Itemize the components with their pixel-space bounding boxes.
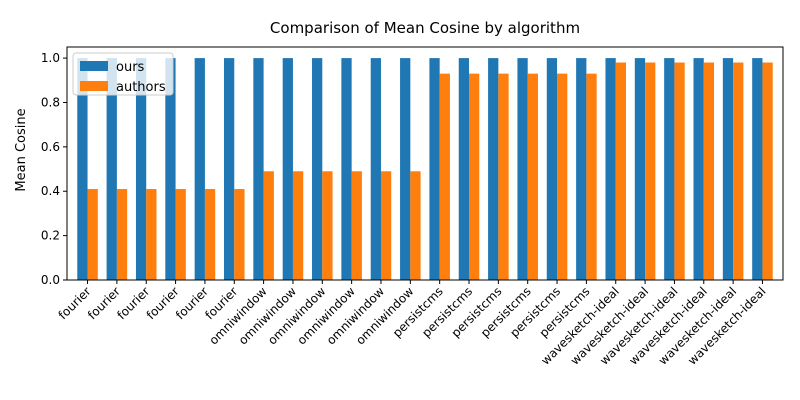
- bar-ours-12: [429, 58, 440, 280]
- bar-ours-13: [458, 58, 470, 280]
- bar-ours-5: [223, 58, 235, 280]
- bar-authors-2: [146, 189, 157, 280]
- bar-ours-18: [605, 58, 616, 280]
- bar-authors-12: [439, 73, 450, 280]
- bar-authors-0: [87, 189, 98, 280]
- y-tick-label: 1.0: [41, 51, 60, 65]
- bar-authors-14: [498, 73, 509, 280]
- y-tick-label: 0.6: [41, 140, 60, 154]
- bar-ours-0: [77, 58, 88, 280]
- bar-authors-17: [586, 73, 597, 280]
- bar-ours-22: [722, 58, 734, 280]
- bar-ours-14: [488, 58, 499, 280]
- legend-label-authors: authors: [116, 80, 166, 95]
- bar-ours-4: [194, 58, 205, 280]
- bar-ours-16: [546, 58, 558, 280]
- legend: ours authors: [72, 52, 174, 96]
- x-axis: fourierfourierfourierfourierfourierfouri…: [56, 280, 769, 368]
- bar-authors-10: [380, 171, 392, 280]
- bar-ours-20: [664, 58, 675, 280]
- bar-ours-6: [253, 58, 264, 280]
- bar-ours-17: [576, 58, 587, 280]
- y-tick-label: 0.0: [41, 273, 60, 287]
- bar-ours-9: [341, 58, 352, 280]
- bar-authors-3: [175, 189, 186, 280]
- bar-ours-21: [693, 58, 704, 280]
- chart-title: Comparison of Mean Cosine by algorithm: [270, 19, 580, 37]
- legend-swatch-authors: [80, 81, 108, 91]
- y-axis-label: Mean Cosine: [14, 108, 29, 191]
- y-axis: 0.0 0.2 0.4 0.6 0.8 1.0: [41, 51, 67, 287]
- bar-authors-16: [557, 73, 568, 280]
- bar-authors-15: [527, 73, 538, 280]
- bar-authors-8: [322, 171, 333, 280]
- bar-ours-19: [634, 58, 646, 280]
- bar-ours-2: [135, 58, 147, 280]
- legend-label-ours: ours: [116, 60, 145, 75]
- bar-ours-7: [282, 58, 293, 280]
- bar-authors-7: [292, 171, 304, 280]
- bar-ours-23: [752, 58, 763, 280]
- bar-authors-1: [116, 189, 128, 280]
- y-tick-label: 0.4: [41, 184, 60, 198]
- bar-authors-6: [263, 171, 274, 280]
- bar-authors-11: [410, 171, 421, 280]
- bar-authors-18: [615, 62, 627, 280]
- bar-authors-20: [674, 62, 685, 280]
- bar-ours-10: [370, 58, 381, 280]
- bar-authors-13: [469, 73, 480, 280]
- bar-ours-1: [106, 58, 117, 280]
- bar-authors-23: [762, 62, 773, 280]
- bar-authors-19: [645, 62, 656, 280]
- bar-authors-22: [733, 62, 744, 280]
- plot-frame: [66, 46, 784, 281]
- legend-swatch-ours: [80, 61, 108, 71]
- bar-ours-11: [400, 58, 411, 280]
- bar-authors-5: [234, 189, 245, 280]
- bars-group: [77, 58, 773, 280]
- bar-ours-15: [517, 58, 528, 280]
- y-tick-label: 0.8: [41, 95, 60, 109]
- bar-ours-8: [312, 58, 323, 280]
- bar-ours-3: [165, 58, 176, 280]
- y-tick-label: 0.2: [41, 229, 60, 243]
- bar-authors-4: [204, 189, 216, 280]
- bar-authors-21: [703, 62, 715, 280]
- bar-authors-9: [351, 171, 362, 280]
